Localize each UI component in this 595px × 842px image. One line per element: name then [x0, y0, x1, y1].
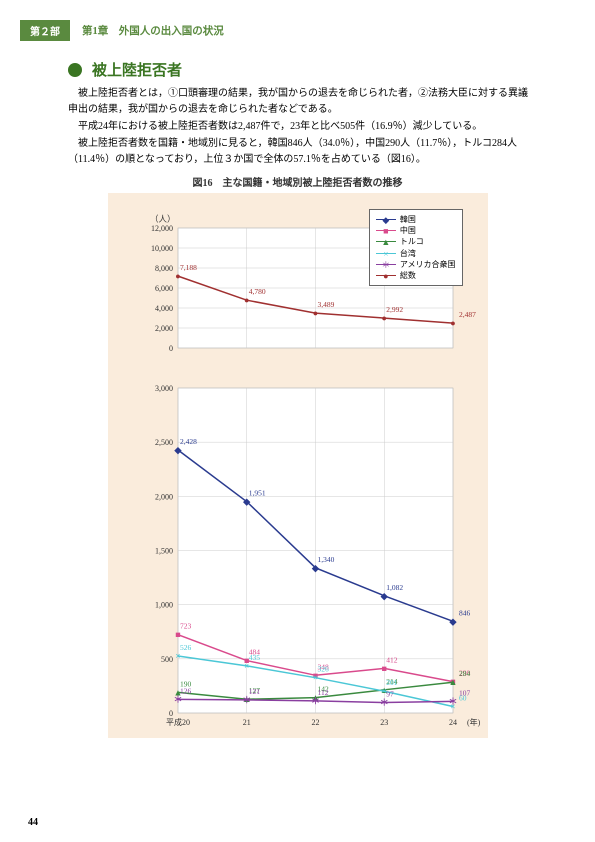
svg-text:21: 21: [242, 718, 250, 727]
chart-area: 02,0004,0006,0008,00010,00012,000●7,188●…: [108, 193, 488, 738]
svg-text:6,000: 6,000: [155, 284, 173, 293]
svg-text:▲: ▲: [448, 677, 457, 687]
svg-text:97: 97: [386, 689, 394, 698]
svg-text:22: 22: [311, 718, 319, 727]
svg-text:326: 326: [317, 665, 329, 674]
svg-text:◆: ◆: [242, 497, 251, 507]
svg-text:12,000: 12,000: [151, 224, 173, 233]
paragraph: 平成24年における被上陸拒否者数は2,487件で，23年と比べ505件（16.9…: [68, 119, 535, 135]
svg-text:24: 24: [449, 718, 457, 727]
svg-text:0: 0: [169, 344, 173, 353]
svg-text:121: 121: [248, 687, 260, 696]
svg-text:412: 412: [386, 655, 398, 664]
svg-text:1,000: 1,000: [155, 601, 173, 610]
svg-text:＊: ＊: [310, 696, 319, 706]
svg-text:435: 435: [248, 653, 260, 662]
svg-text:0: 0: [169, 709, 173, 718]
svg-text:8,000: 8,000: [155, 264, 173, 273]
svg-text:＊: ＊: [448, 696, 457, 706]
svg-text:126: 126: [180, 686, 192, 695]
legend-box: ◆韓国■中国▲トルコ×台湾＊アメリカ合衆国●総数: [369, 209, 463, 286]
svg-text:◆: ◆: [311, 563, 320, 573]
paragraph: 被上陸拒否者とは，①口頭審理の結果，我が国からの退去を命じられた者，②法務大臣に…: [68, 86, 535, 118]
svg-text:■: ■: [381, 663, 386, 673]
section-title: 被上陸拒否者: [92, 59, 182, 80]
svg-text:＊: ＊: [173, 694, 182, 704]
svg-text:2,000: 2,000: [155, 492, 173, 501]
svg-text:2,428: 2,428: [180, 437, 197, 446]
svg-text:3,489: 3,489: [317, 300, 334, 309]
svg-text:7,188: 7,188: [180, 263, 197, 272]
svg-text:4,780: 4,780: [248, 287, 265, 296]
svg-text:●: ●: [381, 313, 386, 323]
paragraph: 被上陸拒否者数を国籍・地域別に見ると，韓国846人（34.0％），中国290人（…: [68, 136, 535, 168]
svg-text:◆: ◆: [448, 616, 457, 626]
section-bullet: [68, 63, 82, 77]
svg-text:●: ●: [450, 318, 455, 328]
svg-text:●: ●: [175, 271, 180, 281]
svg-text:1,500: 1,500: [155, 547, 173, 556]
svg-text:2,487: 2,487: [459, 310, 476, 319]
svg-text:112: 112: [317, 688, 328, 697]
svg-text:107: 107: [459, 688, 471, 697]
chapter-title: 第1章 外国人の出入国の状況: [82, 23, 224, 38]
svg-text:2,000: 2,000: [155, 324, 173, 333]
svg-text:723: 723: [180, 622, 192, 631]
body-text: 被上陸拒否者とは，①口頭審理の結果，我が国からの退去を命じられた者，②法務大臣に…: [0, 86, 595, 168]
svg-text:201: 201: [386, 678, 398, 687]
svg-text:10,000: 10,000: [151, 244, 173, 253]
svg-text:500: 500: [161, 655, 173, 664]
svg-text:●: ●: [244, 295, 249, 305]
svg-text:×: ×: [244, 661, 249, 671]
svg-text:(年): (年): [467, 717, 481, 727]
svg-text:4,000: 4,000: [155, 304, 173, 313]
svg-text:＊: ＊: [379, 697, 388, 707]
svg-text:526: 526: [180, 643, 192, 652]
svg-text:284: 284: [459, 669, 471, 678]
svg-text:2,992: 2,992: [386, 305, 403, 314]
svg-text:■: ■: [175, 630, 180, 640]
svg-text:846: 846: [459, 608, 471, 617]
part-badge: 第２部: [20, 20, 70, 41]
svg-text:23: 23: [380, 718, 388, 727]
svg-text:◆: ◆: [379, 591, 388, 601]
page-number: 44: [28, 817, 38, 828]
svg-text:平成20: 平成20: [166, 717, 190, 727]
svg-text:（人）: （人）: [150, 214, 176, 224]
svg-text:1,951: 1,951: [248, 489, 265, 498]
svg-text:＊: ＊: [242, 695, 251, 705]
svg-text:◆: ◆: [173, 445, 182, 455]
svg-text:●: ●: [312, 308, 317, 318]
svg-text:1,340: 1,340: [317, 555, 334, 564]
svg-text:×: ×: [312, 673, 317, 683]
svg-text:2,500: 2,500: [155, 438, 173, 447]
chart-title: 図16 主な国籍・地域別被上陸拒否者数の推移: [0, 174, 595, 189]
svg-text:3,000: 3,000: [155, 384, 173, 393]
svg-text:×: ×: [175, 651, 180, 661]
svg-text:1,082: 1,082: [386, 583, 403, 592]
